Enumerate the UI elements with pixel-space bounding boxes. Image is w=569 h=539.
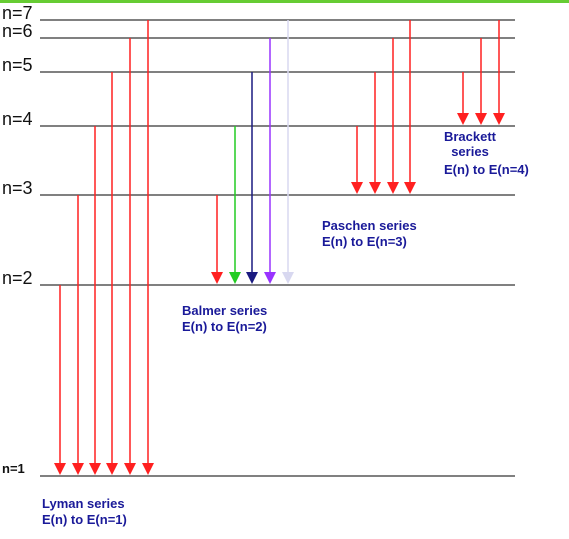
brackett-name-line-2: series [451,144,489,159]
balmer-arrow-n3-to-n2 [211,195,223,284]
energy-levels: n=1 n=2 n=3 n=4 n=5 n=6n=7 [2,3,515,477]
balmer-arrow-n6-to-n2 [264,38,276,284]
brackett-arrow-n5-to-n4 [457,72,469,125]
balmer-formula: E(n) to E(n=2) [182,319,267,334]
balmer-arrow-n7-to-n2 [282,20,294,284]
lyman-arrow-n6-to-n1 [124,38,136,475]
balmer-arrow-n5-to-n2 [246,72,258,284]
balmer-arrow-n4-to-n2 [229,126,241,284]
lyman-arrow-n2-to-n1 [54,285,66,475]
level-label-n3: n=3 [2,178,33,198]
brackett-formula: E(n) to E(n=4) [444,162,529,177]
level-label-n4: n=4 [2,109,33,129]
brackett-arrow-n6-to-n4 [475,38,487,125]
level-label-n1: n=1 [2,461,25,476]
transition-arrows [54,20,505,475]
paschen-formula: E(n) to E(n=3) [322,234,407,249]
paschen-arrow-n4-to-n3 [351,126,363,194]
level-label-n7: n=7 [2,3,33,23]
lyman-arrow-n5-to-n1 [106,72,118,475]
lyman-name: Lyman series [42,496,125,511]
level-label-n2: n=2 [2,268,33,288]
level-label-n5: n=5 [2,55,33,75]
brackett-name-line-1: Brackett [444,129,497,144]
lyman-arrow-n3-to-n1 [72,195,84,475]
brackett-arrow-n7-to-n4 [493,20,505,125]
paschen-arrow-n6-to-n3 [387,38,399,194]
level-label-n6: n=6 [2,21,33,41]
lyman-formula: E(n) to E(n=1) [42,512,127,527]
paschen-arrow-n5-to-n3 [369,72,381,194]
lyman-arrow-n4-to-n1 [89,126,101,475]
paschen-name: Paschen series [322,218,417,233]
paschen-arrow-n7-to-n3 [404,20,416,194]
lyman-arrow-n7-to-n1 [142,20,154,475]
top-accent-bar [0,0,569,3]
balmer-name: Balmer series [182,303,267,318]
